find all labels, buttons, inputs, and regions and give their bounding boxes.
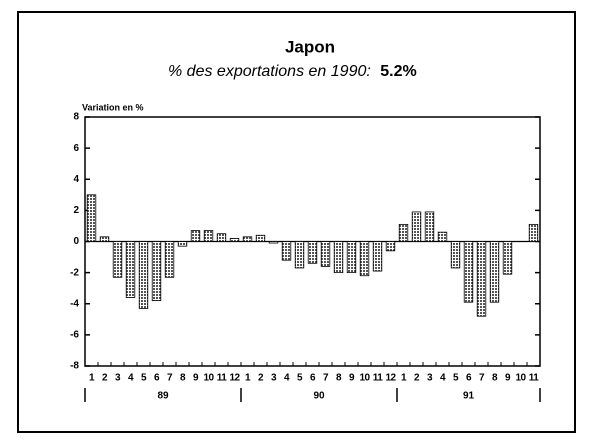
- x-tick-label: 2: [414, 373, 420, 384]
- bar: [255, 234, 266, 242]
- x-tick-label: 4: [128, 373, 134, 384]
- x-tick-label: 3: [115, 373, 121, 384]
- x-tick-label: 10: [203, 373, 214, 384]
- bar: [151, 241, 162, 302]
- x-tick-label: 1: [401, 373, 407, 384]
- x-tick-label: 8: [180, 373, 186, 384]
- x-tick-label: 7: [167, 373, 173, 384]
- bar: [125, 241, 136, 298]
- x-tick-label: 7: [323, 373, 329, 384]
- year-label: 90: [313, 391, 325, 402]
- x-tick-label: 8: [492, 373, 498, 384]
- bar: [411, 211, 422, 242]
- bar: [281, 241, 292, 261]
- x-tick-label: 11: [373, 373, 384, 384]
- year-label: 91: [463, 391, 475, 402]
- x-tick-label: 11: [217, 373, 228, 384]
- bar: [99, 236, 110, 242]
- subtitle-text: % des exportations en 1990:: [168, 63, 371, 80]
- x-tick-label: 4: [284, 373, 290, 384]
- bar: [476, 241, 487, 317]
- y-tick-label: 2: [73, 205, 79, 216]
- bar: [372, 241, 383, 272]
- x-tick-label: 12: [229, 373, 240, 384]
- bar: [424, 211, 435, 242]
- bar: [489, 241, 500, 303]
- x-tick-label: 3: [271, 373, 277, 384]
- x-tick-label: 6: [154, 373, 160, 384]
- y-tick-label: -6: [70, 330, 79, 341]
- bar: [294, 241, 305, 269]
- bar: [528, 223, 539, 242]
- bar: [346, 241, 357, 274]
- y-axis-label: Variation en %: [82, 102, 144, 112]
- x-tick-label: 10: [515, 373, 526, 384]
- bar: [86, 194, 97, 242]
- bar: [268, 241, 279, 244]
- x-tick-label: 9: [193, 373, 199, 384]
- bar: [177, 241, 188, 247]
- x-tick-label: 10: [359, 373, 370, 384]
- x-tick-label: 6: [310, 373, 316, 384]
- x-tick-label: 2: [102, 373, 108, 384]
- x-tick-label: 9: [349, 373, 355, 384]
- bar: [385, 241, 396, 252]
- bar: [502, 241, 513, 275]
- x-tick-label: 5: [297, 373, 303, 384]
- year-label: 89: [157, 391, 169, 402]
- x-tick-label: 9: [505, 373, 511, 384]
- x-tick-label: 1: [89, 373, 95, 384]
- x-tick-label: 12: [385, 373, 396, 384]
- x-tick-label: 3: [427, 373, 433, 384]
- bar: [307, 241, 318, 264]
- x-tick-label: 7: [479, 373, 485, 384]
- x-tick-label: 5: [453, 373, 459, 384]
- x-tick-label: 11: [529, 373, 540, 384]
- y-tick-label: 6: [73, 143, 79, 154]
- x-tick-label: 1: [245, 373, 251, 384]
- frame: [17, 11, 576, 433]
- bar: [320, 241, 331, 267]
- chart-subtitle: % des exportations en 1990: 5.2%: [168, 63, 417, 80]
- x-tick-label: 2: [258, 373, 264, 384]
- y-tick-label: -4: [70, 298, 79, 309]
- chart-title: Japon: [285, 37, 335, 56]
- bar: [398, 223, 409, 242]
- y-tick-label: -8: [70, 361, 79, 372]
- bar: [359, 241, 370, 277]
- bar: [333, 241, 344, 274]
- x-tick-label: 4: [440, 373, 446, 384]
- x-tick-label: 5: [141, 373, 147, 384]
- bar: [138, 241, 149, 309]
- y-tick-label: -2: [70, 267, 79, 278]
- bar: [216, 233, 227, 242]
- bar: [164, 241, 175, 278]
- bar: [463, 241, 474, 303]
- bar: [450, 241, 461, 269]
- bar: [112, 241, 123, 278]
- x-tick-label: 6: [466, 373, 472, 384]
- bar: [190, 230, 201, 242]
- y-tick-label: 8: [73, 112, 79, 123]
- bar: [437, 231, 448, 242]
- y-tick-label: 0: [73, 236, 79, 247]
- x-tick-label: 8: [336, 373, 342, 384]
- bar: [242, 236, 253, 242]
- subtitle-value: 5.2%: [380, 63, 416, 80]
- bar: [203, 230, 214, 242]
- y-tick-label: 4: [73, 174, 79, 185]
- bar: [229, 237, 240, 242]
